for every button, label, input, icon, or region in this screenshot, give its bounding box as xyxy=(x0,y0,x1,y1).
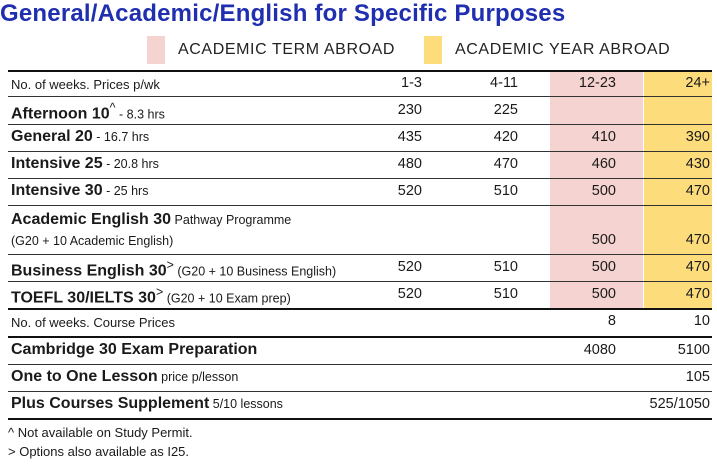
page-title: General/Academic/English for Specific Pu… xyxy=(0,0,566,27)
table-row: General 20 - 16.7 hrs 435 420 410 390 xyxy=(0,125,717,151)
price-cell: 510 xyxy=(493,286,518,302)
year-swatch xyxy=(424,36,442,64)
rule xyxy=(8,254,712,255)
course-name: Cambridge 30 Exam Preparation xyxy=(11,341,258,358)
not-on-permit-mark: ^ xyxy=(109,101,116,115)
price-cell: 520 xyxy=(397,286,422,302)
table-row: Business English 30> (G20 + 10 Business … xyxy=(0,255,717,281)
course-name: One to One Lesson xyxy=(11,368,158,385)
year-legend-label: ACADEMIC YEAR ABROAD xyxy=(455,41,671,58)
price-cell: 225 xyxy=(493,102,518,118)
options-mark: > xyxy=(155,285,164,299)
course-detail: (G20 + 10 Exam prep) xyxy=(163,291,291,306)
price-cell: 510 xyxy=(493,259,518,275)
price-cell: 460 xyxy=(591,156,616,172)
course-detail: Pathway Programme xyxy=(171,213,292,227)
rule xyxy=(8,308,712,310)
table-row: Afternoon 10^ - 8.3 hrs 230 225 xyxy=(0,98,717,124)
price-cell: 500 xyxy=(591,286,616,302)
rule xyxy=(8,96,712,97)
course-row: Cambridge 30 Exam Preparation 4080 5100 xyxy=(0,338,717,364)
course-name: Business English 30 xyxy=(11,262,167,280)
rule xyxy=(8,281,712,282)
price-cell: 520 xyxy=(397,183,422,199)
price-cell: 520 xyxy=(397,259,422,275)
header-col-3: 12-23 xyxy=(578,75,616,91)
course-detail: price p/lesson xyxy=(157,370,239,384)
price-cell: 470 xyxy=(493,156,518,172)
price-cell: 470 xyxy=(685,183,710,199)
price-cell: 410 xyxy=(591,129,616,145)
price-cell: 470 xyxy=(685,259,710,275)
course-header-row: No. of weeks. Course Prices 8 10 xyxy=(0,311,717,335)
course-detail: - 25 hrs xyxy=(102,184,149,198)
header-col-4: 24+ xyxy=(685,75,710,91)
course-detail: - 16.7 hrs xyxy=(92,130,150,144)
price-cell: 500 xyxy=(591,183,616,199)
footnote: > Options also available as I25. xyxy=(8,444,190,459)
price-cell: 435 xyxy=(397,129,422,145)
header-row: No. of weeks. Prices p/wk 1-3 4-11 12-23… xyxy=(0,73,717,95)
table-row: Academic English 30 Pathway Programme (G… xyxy=(0,206,717,254)
price-cell: 390 xyxy=(685,129,710,145)
header-label: No. of weeks. Prices p/wk xyxy=(11,77,160,92)
price-cell: 4080 xyxy=(583,342,616,358)
course-row: Plus Courses Supplement 5/10 lessons 525… xyxy=(0,392,717,418)
rule xyxy=(8,151,712,152)
course-detail: - 8.3 hrs xyxy=(115,107,165,122)
price-cell: 480 xyxy=(397,156,422,172)
rule xyxy=(8,70,712,72)
rule xyxy=(8,364,712,365)
price-cell: 5100 xyxy=(677,342,710,358)
table-row: Intensive 25 - 20.8 hrs 480 470 460 430 xyxy=(0,152,717,178)
course-header-label: No. of weeks. Course Prices xyxy=(11,315,176,330)
rule xyxy=(8,391,712,392)
price-cell: 105 xyxy=(685,369,710,385)
course-name: Afternoon 10 xyxy=(11,105,110,123)
rule xyxy=(8,124,712,125)
footnote: ^ Not available on Study Permit. xyxy=(8,425,193,440)
price-cell: 430 xyxy=(685,156,710,172)
course-detail: 5/10 lessons xyxy=(209,397,283,411)
year-column-bg xyxy=(644,70,712,308)
course-name: Academic English 30 xyxy=(11,211,172,228)
course-name: Plus Courses Supplement xyxy=(11,395,210,412)
course-detail-line2: (G20 + 10 Academic English) xyxy=(11,234,174,248)
price-cell: 470 xyxy=(685,286,710,302)
price-cell: 420 xyxy=(493,129,518,145)
rule xyxy=(8,205,712,206)
term-legend-label: ACADEMIC TERM ABROAD xyxy=(178,41,396,58)
course-detail: (G20 + 10 Business English) xyxy=(173,264,337,279)
header-col-2: 4-11 xyxy=(490,75,518,91)
course-name: General 20 xyxy=(11,128,93,145)
header-col-1: 1-3 xyxy=(401,75,422,91)
course-detail: - 20.8 hrs xyxy=(102,157,159,171)
course-name: Intensive 25 xyxy=(11,155,103,172)
course-header-col-1: 8 xyxy=(607,313,616,329)
rule xyxy=(8,178,712,179)
options-mark: > xyxy=(166,258,174,272)
table-row: Intensive 30 - 25 hrs 520 510 500 470 xyxy=(0,179,717,205)
term-swatch xyxy=(147,36,165,64)
course-name: TOEFL 30/IELTS 30 xyxy=(11,289,156,307)
price-cell: 470 xyxy=(685,232,710,248)
rule xyxy=(8,336,712,338)
course-header-col-2: 10 xyxy=(693,313,710,329)
price-cell: 500 xyxy=(591,232,616,248)
price-cell: 230 xyxy=(397,102,422,118)
price-cell: 525/1050 xyxy=(649,396,710,412)
course-name: Intensive 30 xyxy=(11,182,103,199)
term-column-bg xyxy=(550,70,643,308)
price-cell: 510 xyxy=(493,183,518,199)
course-row: One to One Lesson price p/lesson 105 xyxy=(0,365,717,391)
rule xyxy=(8,418,712,420)
price-cell: 500 xyxy=(591,259,616,275)
table-row: TOEFL 30/IELTS 30> (G20 + 10 Exam prep) … xyxy=(0,282,717,308)
